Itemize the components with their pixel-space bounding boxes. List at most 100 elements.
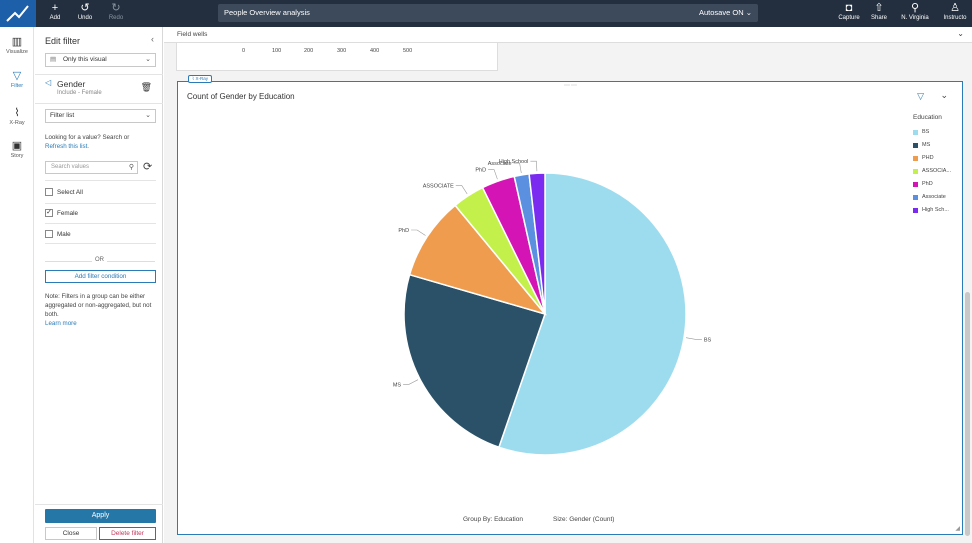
share-button[interactable]: ⇧ Share xyxy=(862,2,896,21)
value-label: Female xyxy=(57,210,78,217)
pie-slice-label: High School xyxy=(499,159,529,165)
legend-label: Associate xyxy=(922,194,946,200)
analysis-title[interactable]: People Overview analysis xyxy=(224,8,310,17)
autosave-label: Autosave ON xyxy=(699,8,744,17)
pie-slice-phd[interactable] xyxy=(408,204,548,316)
help-text: Looking for a value? Search or xyxy=(45,134,130,141)
pie-slice-label: BS xyxy=(704,337,712,343)
pie-chart-visual[interactable]: Count of Gender by Education ▽ ⌄ BS MS PhD… xyxy=(177,81,963,535)
legend-label: PHD xyxy=(922,155,934,161)
pie-slice-label: Associate xyxy=(488,161,512,167)
pie-leader-line xyxy=(403,379,419,385)
redo-label: Redo xyxy=(108,15,124,21)
region-label: N. Virginia xyxy=(901,15,929,21)
panel-title: Edit filter xyxy=(45,36,81,46)
chevron-down-icon[interactable]: ⌄ xyxy=(957,29,964,38)
legend-label: BS xyxy=(922,129,930,135)
legend-swatch xyxy=(913,208,918,213)
select-all-checkbox-row[interactable]: Select All xyxy=(45,187,155,199)
drag-handle-icon[interactable]: ⋯⋯ xyxy=(564,83,578,89)
search-help-text: Looking for a value? Search or Refresh t… xyxy=(45,133,157,151)
female-checkbox[interactable]: ✓ xyxy=(45,209,53,217)
search-icon: ⚲ xyxy=(128,164,134,171)
chevron-down-icon: ⌄ xyxy=(745,8,752,17)
undo-icon: ↺ xyxy=(80,2,90,14)
note-text: Note: Filters in a group can be either a… xyxy=(45,293,152,318)
divider xyxy=(45,180,156,181)
value-checkbox-row-male[interactable]: Male xyxy=(45,229,155,241)
visual-icon: ▤ xyxy=(50,56,58,63)
share-icon: ⇧ xyxy=(874,2,884,14)
search-values-input[interactable]: Search values ⚲ xyxy=(45,161,138,174)
pie-leader-line xyxy=(411,229,426,236)
chevron-down-icon: ⌄ xyxy=(145,56,151,63)
user-button[interactable]: ♙ Instructo xyxy=(938,2,972,21)
analysis-canvas: Field wells ⌄ 0 100 200 300 400 500 Coun… xyxy=(164,27,972,543)
rail-item-story[interactable]: ▣ Story xyxy=(0,139,34,159)
previous-visual[interactable]: 0 100 200 300 400 500 xyxy=(176,43,498,71)
legend-label: ASSOCIA... xyxy=(922,168,952,174)
field-wells-label: Field wells xyxy=(177,31,208,38)
quicksight-logo[interactable] xyxy=(0,0,36,27)
male-checkbox[interactable] xyxy=(45,230,53,238)
filter-note: Note: Filters in a group can be either a… xyxy=(45,292,159,328)
divider xyxy=(45,203,156,204)
pie-slice-label: PhD xyxy=(398,228,409,234)
axis-tick-label: 500 xyxy=(403,48,413,54)
axis-tick-label: 400 xyxy=(370,48,380,54)
autosave-toggle[interactable]: Autosave ON ⌄ xyxy=(699,8,752,17)
capture-button[interactable]: ◘ Capture xyxy=(832,2,866,21)
size-label: Size: Gender (Count) xyxy=(553,516,615,523)
resize-handle-icon[interactable]: ◢ xyxy=(955,526,960,532)
add-filter-condition-button[interactable]: Add filter condition xyxy=(45,270,156,283)
collapse-panel-icon[interactable]: ‹ xyxy=(151,34,154,44)
refresh-icon[interactable]: ⟳ xyxy=(143,161,153,173)
legend-swatch xyxy=(913,130,918,135)
pie-leader-line xyxy=(455,185,468,195)
region-button[interactable]: ⚲ N. Virginia xyxy=(896,2,934,21)
filter-field-name: Gender xyxy=(57,79,86,89)
rail-item-visualize[interactable]: ▥ Visualize xyxy=(0,35,34,55)
legend-label: PhD xyxy=(922,181,933,187)
rail-label: Filter xyxy=(10,83,24,89)
rail-item-xray[interactable]: ⌇ X-Ray xyxy=(0,106,34,126)
vertical-scrollbar[interactable] xyxy=(965,292,970,536)
pie-leader-line xyxy=(513,162,522,174)
refresh-list-link[interactable]: Refresh this list. xyxy=(45,143,90,150)
learn-more-link[interactable]: Learn more xyxy=(45,320,77,327)
select-all-checkbox[interactable] xyxy=(45,188,53,196)
pie-slice-ms[interactable] xyxy=(403,273,546,449)
value-label: Male xyxy=(57,231,71,238)
filter-icon[interactable]: ▽ xyxy=(917,91,924,101)
xray-icon: ⌇ xyxy=(14,107,20,119)
rail-item-filter[interactable]: ▽ Filter xyxy=(0,69,34,89)
pie-leader-line xyxy=(685,337,702,340)
filter-type-select[interactable]: Filter list ⌄ xyxy=(45,109,156,123)
trash-icon[interactable]: 🗑 xyxy=(140,82,152,92)
delete-filter-button[interactable]: Delete filter xyxy=(99,527,156,540)
search-placeholder: Search values xyxy=(51,164,90,170)
story-icon: ▣ xyxy=(11,140,23,152)
undo-button[interactable]: ↺ Undo xyxy=(68,2,102,21)
pie-leader-line xyxy=(530,160,538,172)
plus-icon: + xyxy=(51,2,59,14)
add-button[interactable]: + Add xyxy=(38,2,72,21)
xray-icon: ⌇ xyxy=(192,76,195,81)
pie-leader-line xyxy=(488,169,498,180)
chevron-down-icon[interactable]: ⌄ xyxy=(940,90,948,100)
field-wells-bar[interactable]: Field wells ⌄ xyxy=(164,27,972,43)
filter-scope-select[interactable]: ▤ Only this visual ⌄ xyxy=(45,53,156,67)
value-checkbox-row-female[interactable]: ✓ Female xyxy=(45,208,155,220)
divider xyxy=(35,74,163,75)
location-pin-icon: ⚲ xyxy=(910,2,920,14)
camera-icon: ◘ xyxy=(845,2,853,14)
analysis-title-bar[interactable]: People Overview analysis Autosave ON ⌄ xyxy=(218,4,758,22)
left-rail: ▥ Visualize ▽ Filter ⌇ X-Ray ▣ Story xyxy=(0,27,34,543)
divider xyxy=(35,504,163,505)
close-button[interactable]: Close xyxy=(45,527,97,540)
apply-button[interactable]: Apply xyxy=(45,509,156,523)
divider xyxy=(35,103,163,104)
pie-slice-high-school[interactable] xyxy=(528,172,546,315)
redo-button[interactable]: ↻ Redo xyxy=(99,2,133,21)
